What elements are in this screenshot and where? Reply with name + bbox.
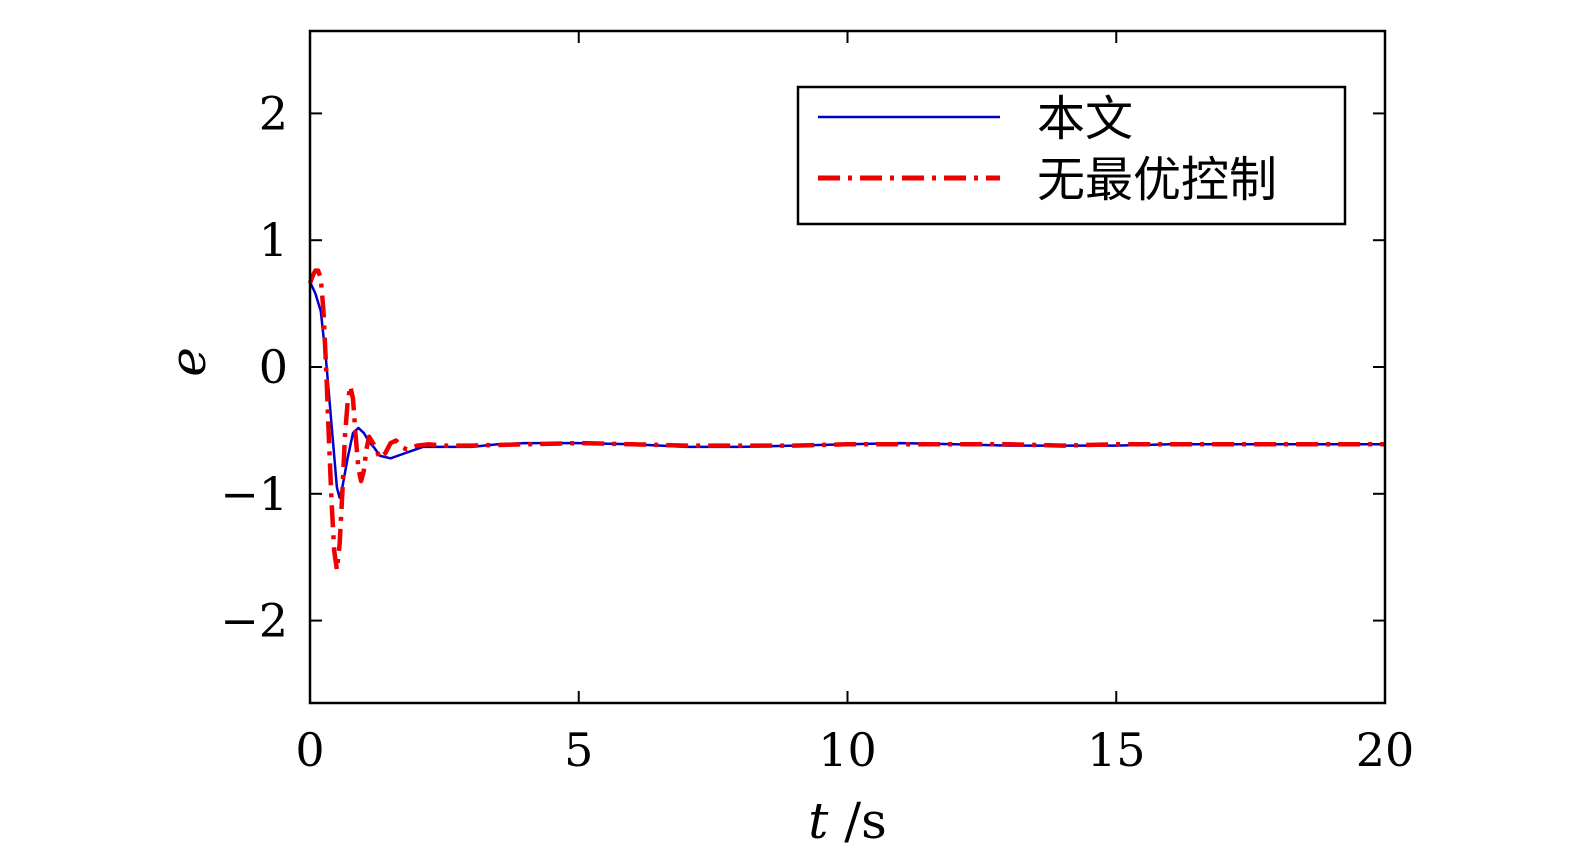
legend-label-series-1: 本文	[1037, 91, 1133, 147]
y-tick-label: 1	[259, 213, 288, 267]
x-tick-label: 5	[564, 723, 593, 777]
y-tick-label: 2	[259, 86, 288, 140]
series-layer	[307, 268, 1385, 573]
x-axis-label: t /s	[808, 792, 887, 850]
tick-labels: 0 5 10 15 20 −2 −1 0 1 2	[220, 86, 1414, 777]
x-tick-label: 10	[818, 723, 877, 777]
legend: 本文 无最优控制	[796, 85, 1347, 226]
x-tick-label: 20	[1356, 723, 1415, 777]
y-tick-label: 0	[259, 340, 288, 394]
x-axis-unit: /s	[828, 792, 886, 850]
legend-box	[796, 85, 1347, 226]
plot-frame	[308, 29, 1387, 705]
y-tick-label: −1	[220, 467, 288, 521]
x-tick-label: 15	[1087, 723, 1146, 777]
legend-label-series-2: 无最优控制	[1037, 152, 1277, 208]
series-line-2	[307, 268, 1385, 573]
x-axis-variable: t	[808, 792, 829, 850]
x-tick-label: 0	[295, 723, 324, 777]
y-axis-label: e	[159, 347, 217, 377]
y-tick-label: −2	[220, 594, 288, 648]
